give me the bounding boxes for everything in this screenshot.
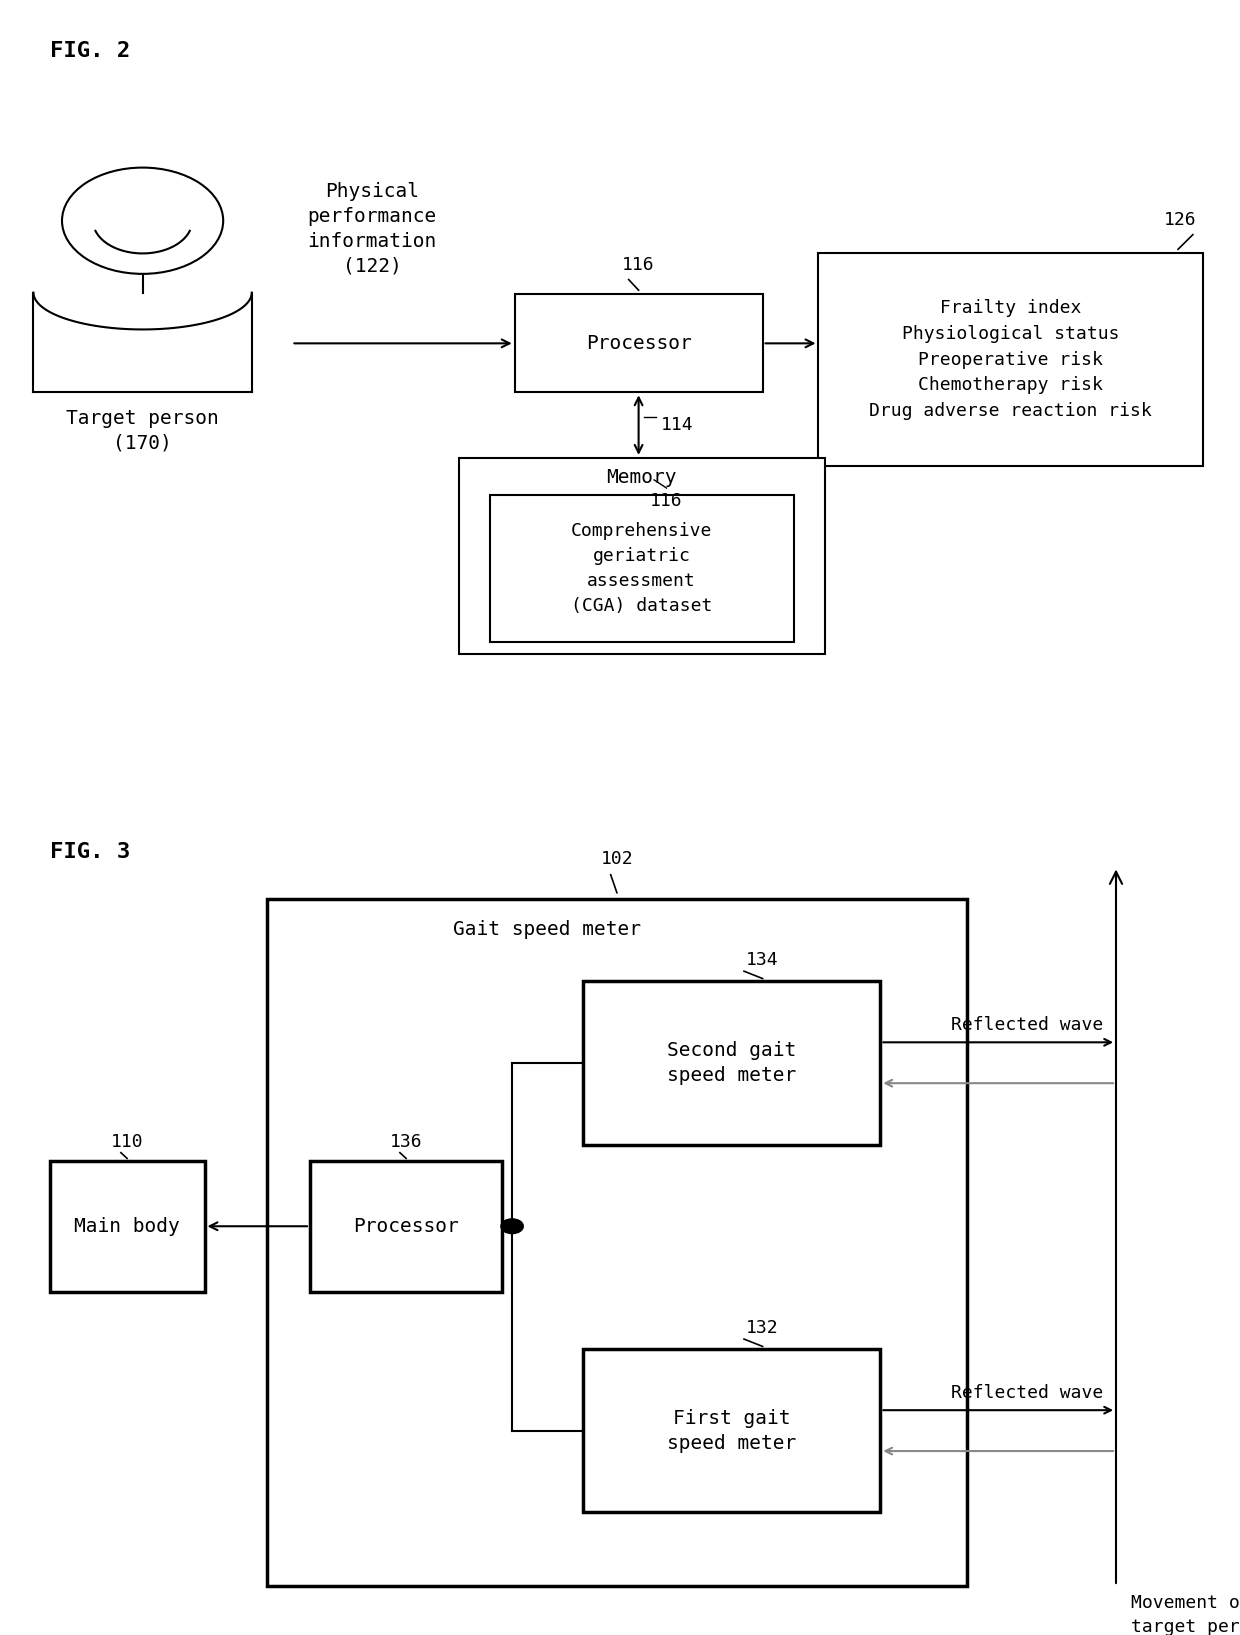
Circle shape bbox=[501, 1220, 523, 1233]
Text: Comprehensive
geriatric
assessment
(CGA) dataset: Comprehensive geriatric assessment (CGA)… bbox=[570, 522, 713, 615]
Bar bbox=[515, 294, 763, 392]
Text: Memory: Memory bbox=[606, 468, 677, 487]
Text: 110: 110 bbox=[110, 1133, 144, 1151]
Text: FIG. 3: FIG. 3 bbox=[50, 842, 130, 862]
Text: 116: 116 bbox=[650, 492, 683, 510]
Text: Processor: Processor bbox=[585, 334, 692, 353]
Bar bbox=[459, 458, 825, 654]
Text: Main body: Main body bbox=[74, 1216, 180, 1236]
Bar bbox=[490, 494, 794, 641]
Text: Target person
(170): Target person (170) bbox=[66, 409, 219, 453]
Bar bbox=[267, 899, 967, 1586]
Text: 114: 114 bbox=[661, 415, 693, 435]
Text: 136: 136 bbox=[389, 1133, 423, 1151]
Bar bbox=[310, 1161, 502, 1292]
Text: Frailty index
Physiological status
Preoperative risk
Chemotherapy risk
Drug adve: Frailty index Physiological status Preop… bbox=[869, 299, 1152, 420]
Bar bbox=[818, 253, 1203, 466]
Text: FIG. 2: FIG. 2 bbox=[50, 41, 130, 60]
Text: Gait speed meter: Gait speed meter bbox=[453, 919, 641, 938]
Text: 116: 116 bbox=[622, 255, 655, 273]
Text: 126: 126 bbox=[1164, 211, 1197, 229]
Text: Reflected wave: Reflected wave bbox=[951, 1383, 1104, 1401]
Text: 134: 134 bbox=[746, 950, 779, 968]
Bar bbox=[50, 1161, 205, 1292]
Text: Second gait
speed meter: Second gait speed meter bbox=[667, 1041, 796, 1084]
Text: Processor: Processor bbox=[353, 1216, 459, 1236]
Text: First gait
speed meter: First gait speed meter bbox=[667, 1409, 796, 1452]
Text: 102: 102 bbox=[600, 850, 634, 868]
Text: Reflected wave: Reflected wave bbox=[951, 1015, 1104, 1035]
Text: 132: 132 bbox=[746, 1318, 779, 1337]
Text: Physical
performance
information
(122): Physical performance information (122) bbox=[308, 181, 436, 276]
Bar bbox=[583, 981, 880, 1144]
Bar bbox=[583, 1349, 880, 1512]
Text: Movement of
target person
(170): Movement of target person (170) bbox=[1131, 1594, 1240, 1635]
